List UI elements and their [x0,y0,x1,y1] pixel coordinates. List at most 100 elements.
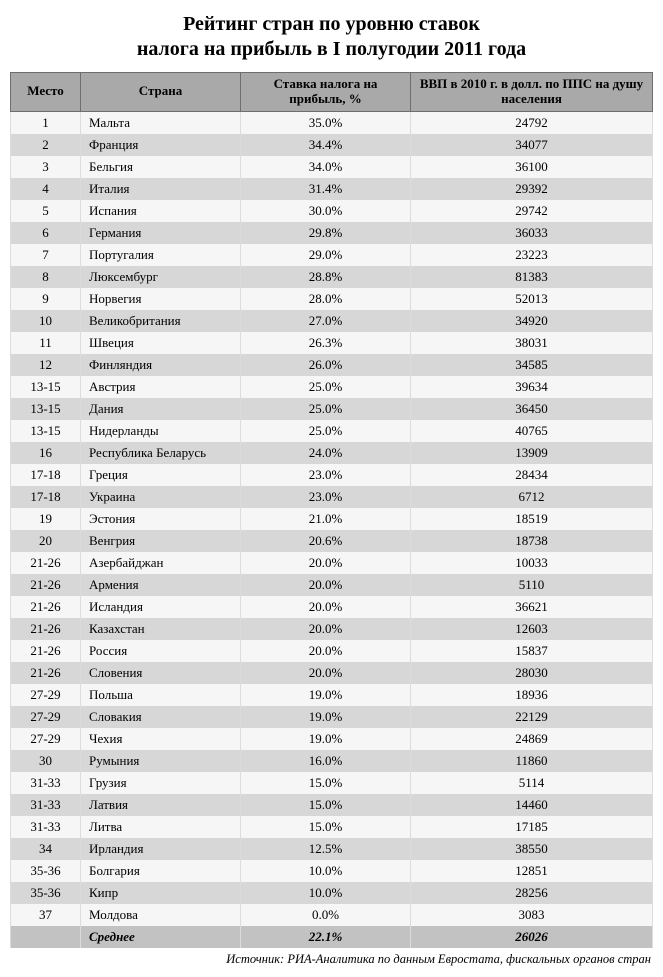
cell-rank: 11 [11,332,81,354]
cell-country: Португалия [81,244,241,266]
table-row: 21-26Исландия20.0%36621 [11,596,653,618]
cell-country: Среднее [81,926,241,948]
source-note: Источник: РИА-Аналитика по данным Еврост… [10,952,653,967]
title-line-2: налога на прибыль в I полугодии 2011 год… [137,38,526,60]
table-row: 17-18Греция23.0%28434 [11,464,653,486]
table-row: 19Эстония21.0%18519 [11,508,653,530]
table-row: 6Германия29.8%36033 [11,222,653,244]
cell-gdp: 18936 [411,684,653,706]
col-header-gdp: ВВП в 2010 г. в долл. по ППС на душу нас… [411,73,653,112]
cell-gdp: 29742 [411,200,653,222]
cell-gdp: 3083 [411,904,653,926]
cell-rate: 12.5% [241,838,411,860]
cell-country: Республика Беларусь [81,442,241,464]
table-row: 21-26Россия20.0%15837 [11,640,653,662]
cell-rate: 10.0% [241,860,411,882]
cell-rank: 27-29 [11,684,81,706]
cell-rank: 2 [11,134,81,156]
cell-rate: 25.0% [241,376,411,398]
cell-gdp: 36621 [411,596,653,618]
col-header-rate: Ставка налога на прибыль, % [241,73,411,112]
cell-country: Казахстан [81,618,241,640]
cell-gdp: 38550 [411,838,653,860]
title-line-1: Рейтинг стран по уровню ставок [183,13,480,35]
cell-rank: 27-29 [11,728,81,750]
cell-rank: 1 [11,111,81,134]
cell-rate: 26.0% [241,354,411,376]
cell-gdp: 36033 [411,222,653,244]
cell-rank: 17-18 [11,464,81,486]
cell-gdp: 22129 [411,706,653,728]
cell-gdp: 28030 [411,662,653,684]
cell-rank: 13-15 [11,376,81,398]
cell-country: Исландия [81,596,241,618]
cell-gdp: 28434 [411,464,653,486]
cell-gdp: 34077 [411,134,653,156]
cell-rank: 35-36 [11,860,81,882]
cell-country: Норвегия [81,288,241,310]
cell-gdp: 34920 [411,310,653,332]
cell-country: Словения [81,662,241,684]
table-row: 13-15Нидерланды25.0%40765 [11,420,653,442]
cell-rate: 15.0% [241,772,411,794]
cell-country: Грузия [81,772,241,794]
cell-rank: 30 [11,750,81,772]
cell-gdp: 14460 [411,794,653,816]
col-header-country: Страна [81,73,241,112]
cell-rank: 19 [11,508,81,530]
cell-rank: 31-33 [11,794,81,816]
cell-country: Нидерланды [81,420,241,442]
cell-rate: 20.0% [241,662,411,684]
cell-gdp: 34585 [411,354,653,376]
cell-rank: 34 [11,838,81,860]
cell-gdp: 36450 [411,398,653,420]
table-row: 11Швеция26.3%38031 [11,332,653,354]
cell-rate: 19.0% [241,706,411,728]
cell-country: Финляндия [81,354,241,376]
table-row: 21-26Словения20.0%28030 [11,662,653,684]
cell-gdp: 11860 [411,750,653,772]
cell-rank: 27-29 [11,706,81,728]
cell-gdp: 29392 [411,178,653,200]
cell-gdp: 81383 [411,266,653,288]
table-row: 2Франция34.4%34077 [11,134,653,156]
cell-country: Молдова [81,904,241,926]
cell-rank: 6 [11,222,81,244]
cell-rank: 21-26 [11,662,81,684]
table-row: 31-33Латвия15.0%14460 [11,794,653,816]
cell-gdp: 13909 [411,442,653,464]
table-row: 5Испания30.0%29742 [11,200,653,222]
cell-country: Армения [81,574,241,596]
cell-country: Мальта [81,111,241,134]
cell-rate: 16.0% [241,750,411,772]
cell-gdp: 23223 [411,244,653,266]
cell-rank: 8 [11,266,81,288]
table-row: 31-33Грузия15.0%5114 [11,772,653,794]
cell-country: Бельгия [81,156,241,178]
cell-rank: 13-15 [11,398,81,420]
cell-country: Словакия [81,706,241,728]
cell-country: Швеция [81,332,241,354]
cell-gdp: 40765 [411,420,653,442]
cell-rate: 20.0% [241,640,411,662]
cell-rank: 9 [11,288,81,310]
cell-country: Украина [81,486,241,508]
cell-gdp: 5110 [411,574,653,596]
cell-gdp: 24869 [411,728,653,750]
cell-rank: 13-15 [11,420,81,442]
cell-rank: 21-26 [11,574,81,596]
cell-rank: 21-26 [11,640,81,662]
cell-gdp: 18519 [411,508,653,530]
cell-country: Франция [81,134,241,156]
cell-country: Россия [81,640,241,662]
cell-rank: 31-33 [11,816,81,838]
cell-rate: 26.3% [241,332,411,354]
table-row: 8Люксембург28.8%81383 [11,266,653,288]
cell-country: Австрия [81,376,241,398]
cell-rate: 20.6% [241,530,411,552]
cell-country: Чехия [81,728,241,750]
cell-gdp: 12603 [411,618,653,640]
cell-country: Латвия [81,794,241,816]
cell-country: Дания [81,398,241,420]
cell-gdp: 12851 [411,860,653,882]
